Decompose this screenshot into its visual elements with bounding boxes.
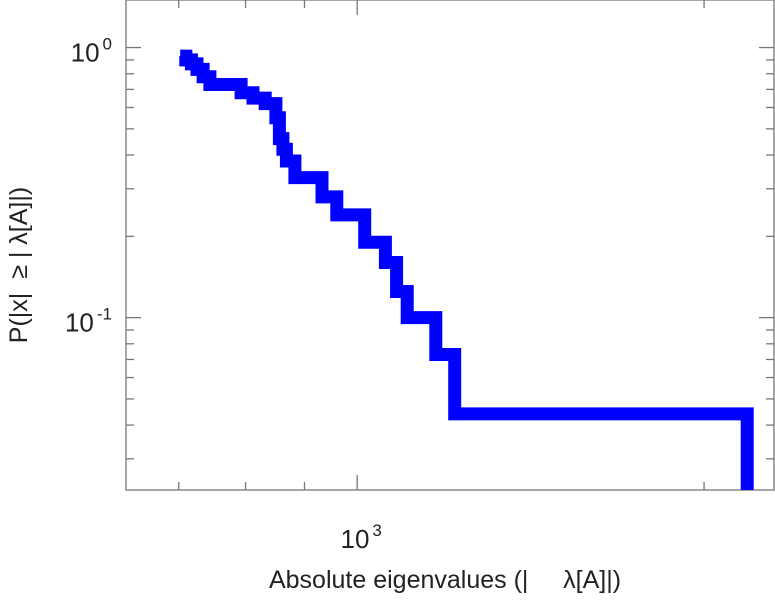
plot-frame [125,0,775,491]
y-tick-label: 10 0 [71,35,112,68]
ccdf-step-line [179,49,754,490]
x-axis-label: Absolute eigenvalues (| λ[A]|) [269,566,621,594]
y-tick-label: 10 -1 [65,305,112,338]
axis-ticks [126,0,774,490]
y-axis-label: P(|x| ≥ | λ[A]|) [5,187,33,343]
x-tick-label: 10 3 [341,521,382,554]
tick-labels: 10 0 10 -1 10 3 [65,35,382,554]
